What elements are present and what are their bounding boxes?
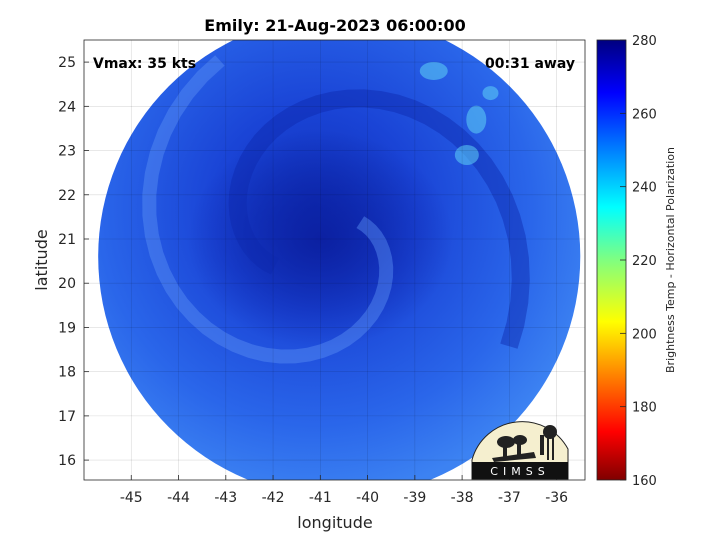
water-tower-icon <box>543 425 557 439</box>
satellite-dish-icon <box>497 436 515 448</box>
colorbar-tick-label: 200 <box>632 327 657 342</box>
x-tick-label: -43 <box>214 490 237 506</box>
y-axis-ticks: 16 17 18 19 20 21 22 23 24 25 <box>58 55 89 469</box>
x-tick-label: -44 <box>167 490 190 506</box>
time-offset-annotation: 00:31 away <box>485 56 575 72</box>
y-tick-label: 23 <box>58 144 76 160</box>
logo-text: CIMSS <box>490 465 549 478</box>
warm-spot <box>466 105 487 134</box>
x-tick-label: -41 <box>309 490 332 506</box>
x-axis-ticks: -45 -44 -43 -42 -41 -40 -39 -38 -37 -36 <box>120 475 568 506</box>
y-tick-label: 22 <box>58 188 76 204</box>
y-axis-label: latitude <box>32 229 51 290</box>
y-tick-label: 18 <box>58 365 76 381</box>
spiral-band <box>228 89 530 349</box>
x-tick-label: -39 <box>403 490 426 506</box>
x-axis-label: longitude <box>297 513 372 532</box>
warm-spot <box>482 86 499 101</box>
y-tick-label: 25 <box>58 55 76 71</box>
plot-frame <box>83 39 586 481</box>
warm-spot <box>419 61 448 80</box>
x-tick-label: -42 <box>262 490 285 506</box>
colorbar-tick-label: 180 <box>632 401 657 416</box>
y-tick-label: 17 <box>58 409 76 425</box>
cimss-logo: CIMSS <box>471 421 569 480</box>
colorbar-tick-label: 260 <box>632 107 657 122</box>
storm-core <box>187 130 453 348</box>
colorbar-tick-label: 240 <box>632 181 657 196</box>
colorbar-label: Brightness Temp - Horizontal Polarizatio… <box>664 147 677 373</box>
y-tick-label: 21 <box>58 232 76 248</box>
warm-spots <box>419 61 499 165</box>
y-tick-label: 24 <box>58 99 76 115</box>
x-tick-label: -38 <box>451 490 474 506</box>
colorbar-tick-label: 220 <box>632 254 657 269</box>
chart-title: Emily: 21-Aug-2023 06:00:00 <box>204 16 465 35</box>
x-tick-label: -45 <box>120 490 143 506</box>
x-tick-label: -37 <box>498 490 521 506</box>
colorbar-ticks: 160 180 200 220 240 260 280 <box>620 34 657 489</box>
warm-spot <box>454 144 479 165</box>
x-tick-label: -36 <box>545 490 568 506</box>
y-tick-label: 16 <box>58 453 76 469</box>
grid-lines <box>84 40 585 480</box>
x-tick-label: -40 <box>356 490 379 506</box>
colorbar-tick-label: 160 <box>632 474 657 489</box>
vmax-annotation: Vmax: 35 kts <box>93 56 196 72</box>
spiral-band <box>142 55 394 364</box>
y-tick-label: 20 <box>58 276 76 292</box>
colorbar-tick-label: 280 <box>632 34 657 49</box>
brightness-swath <box>98 40 581 480</box>
y-tick-label: 19 <box>58 320 76 336</box>
